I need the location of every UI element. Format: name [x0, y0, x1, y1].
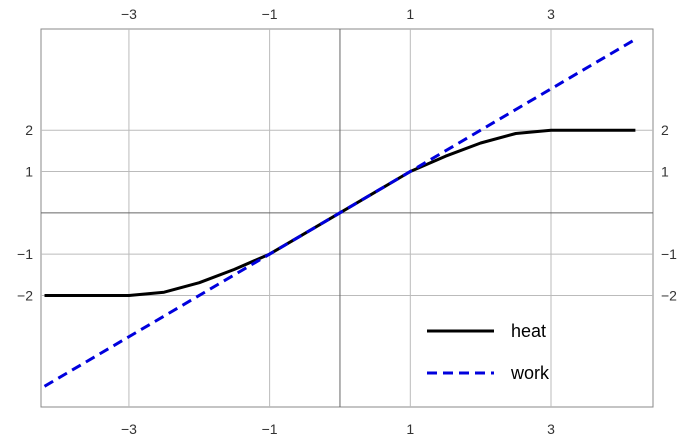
zero-axes [41, 29, 653, 407]
y-tick-label-right: 2 [661, 122, 669, 138]
y-tick-label-right: 1 [661, 164, 669, 180]
legend-label-heat: heat [511, 321, 546, 341]
y-tick-label-right: −1 [661, 246, 677, 262]
y-tick-label-left: 2 [25, 122, 33, 138]
x-tick-label-top: 3 [547, 6, 555, 22]
x-tick-label-bottom: 1 [406, 421, 414, 437]
grid [41, 29, 653, 407]
y-tick-label-left: −2 [17, 287, 33, 303]
x-tick-label-top: −1 [262, 6, 278, 22]
y-tick-label-right: −2 [661, 287, 677, 303]
x-tick-label-top: −3 [121, 6, 137, 22]
series-line-work [43, 38, 637, 388]
y-tick-label-left: 1 [25, 164, 33, 180]
y-tick-label-left: −1 [17, 246, 33, 262]
x-tick-label-bottom: −1 [262, 421, 278, 437]
legend: heat work [427, 321, 550, 383]
x-tick-label-top: 1 [406, 6, 414, 22]
series-layer [43, 38, 637, 388]
legend-label-work: work [510, 363, 550, 383]
plot-frame [40, 28, 654, 408]
x-tick-label-bottom: 3 [547, 421, 555, 437]
x-tick-label-bottom: −3 [121, 421, 137, 437]
tick-labels: −3 −3 −1 −1 1 1 3 3 2 2 1 1 −1 −1 −2 −2 [17, 6, 677, 437]
